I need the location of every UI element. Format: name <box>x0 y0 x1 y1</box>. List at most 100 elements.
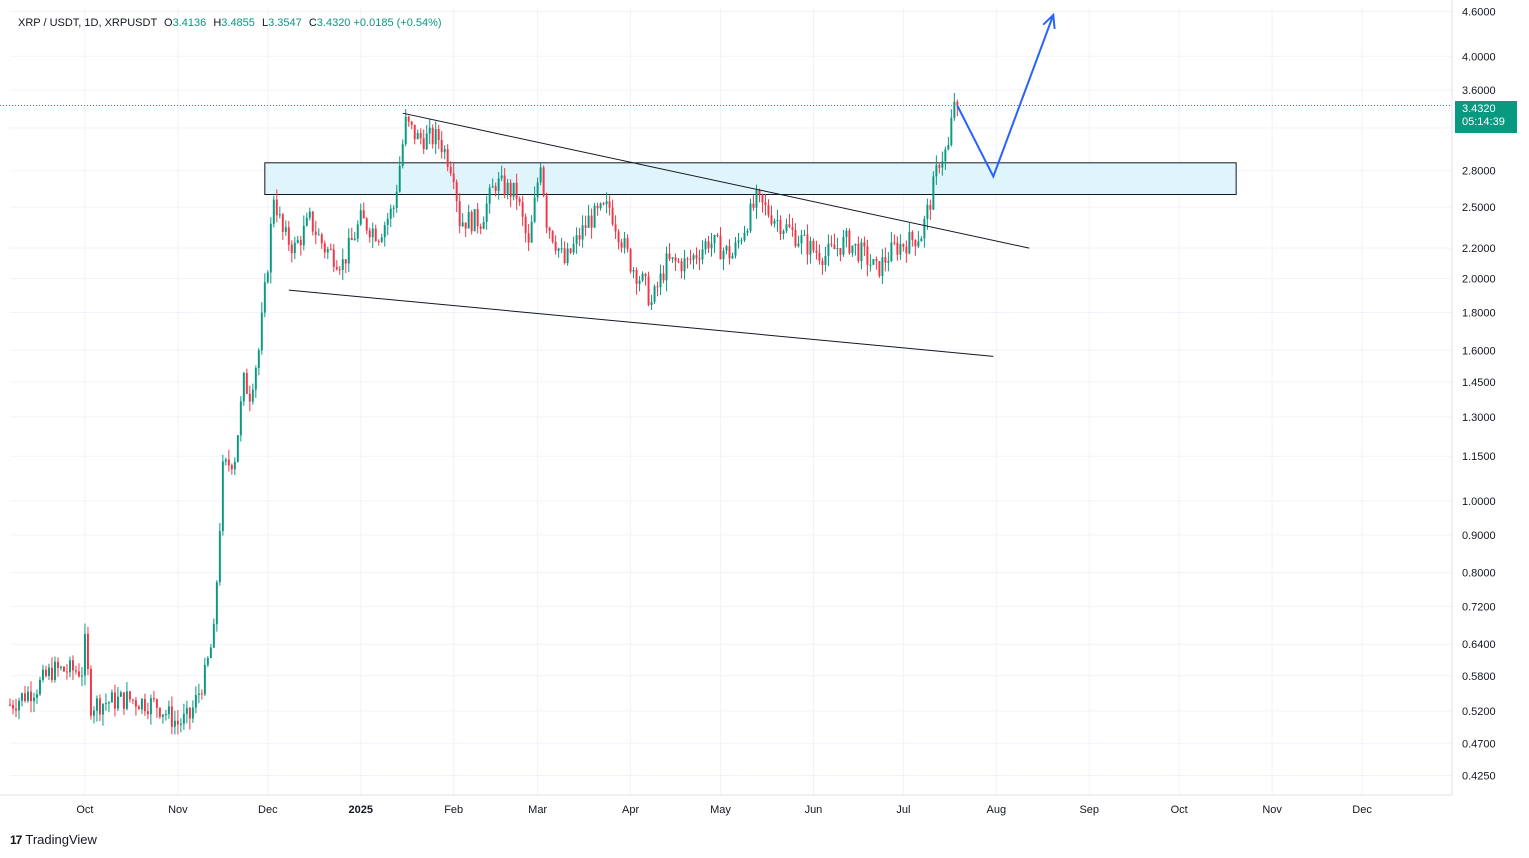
y-tick-label: 1.4500 <box>1462 377 1496 389</box>
candle-body <box>368 230 371 238</box>
candle-body <box>614 224 617 232</box>
candle-body <box>21 693 23 701</box>
candle-body <box>788 224 791 228</box>
candle-body <box>809 240 812 255</box>
candle-body <box>42 669 44 680</box>
candle-body <box>239 401 242 436</box>
candle-body <box>308 211 311 218</box>
candle-body <box>860 242 863 261</box>
candle-body <box>18 700 20 711</box>
y-tick-label: 0.7200 <box>1462 601 1496 613</box>
projection-arrow[interactable] <box>956 14 1055 180</box>
y-tick-label: 0.4700 <box>1462 738 1496 750</box>
candle-body <box>431 127 434 145</box>
lower-trendline[interactable] <box>288 289 994 357</box>
candle-body <box>581 225 584 240</box>
candle-body <box>335 266 338 270</box>
tradingview-branding[interactable]: 17 TradingView <box>10 832 97 847</box>
candle-body <box>122 692 125 709</box>
candle-body <box>824 255 827 266</box>
candle-body <box>50 667 53 680</box>
candle-body <box>251 389 254 402</box>
candle-body <box>185 707 188 714</box>
upper-trendline[interactable] <box>402 112 1030 249</box>
candle-body <box>785 224 788 231</box>
candle-body <box>293 242 296 254</box>
candle-body <box>875 259 878 262</box>
candle-body <box>911 231 914 240</box>
candle-body <box>470 212 473 232</box>
candle-body <box>551 230 554 242</box>
candle-body <box>485 203 488 222</box>
x-tick-label: Jun <box>805 804 823 816</box>
resistance-zone[interactable] <box>264 162 1237 196</box>
y-tick-label: 1.0000 <box>1462 496 1496 508</box>
candle-body <box>344 259 347 264</box>
symbol-title[interactable]: XRP / USDT, 1D, XRPUSDT <box>18 17 157 29</box>
candle-body <box>905 246 908 254</box>
candle-body <box>506 182 509 195</box>
candle-body <box>359 210 362 225</box>
candle-body <box>443 149 446 153</box>
candle-body <box>533 197 536 222</box>
time-axis[interactable]: Oct Nov Dec 2025 Feb Mar Apr May Jun Jul Aug Sep Oct… <box>76 804 1372 816</box>
candle-body <box>353 238 356 241</box>
candle-body <box>233 461 236 470</box>
x-tick-label: 2025 <box>349 804 373 816</box>
candle-body <box>572 243 575 253</box>
candle-body <box>182 713 185 724</box>
y-tick-label: 1.1500 <box>1462 451 1496 463</box>
candle-body <box>599 203 602 209</box>
candle-body <box>437 129 440 141</box>
candle-body <box>68 660 71 673</box>
candle-body <box>287 227 290 245</box>
candle-body <box>746 230 749 233</box>
x-tick-label: Nov <box>168 804 188 816</box>
candle-body <box>560 248 563 250</box>
candle-body <box>548 227 551 231</box>
high-value: 3.4855 <box>221 17 255 29</box>
candle-body <box>908 231 911 254</box>
candle-body <box>866 246 869 265</box>
candle-body <box>449 166 452 174</box>
y-tick-label: 4.6000 <box>1462 6 1496 18</box>
candle-body <box>434 129 437 145</box>
candle-body <box>734 242 737 256</box>
candle-body <box>719 235 722 260</box>
candle-body <box>575 235 578 244</box>
candles <box>9 92 959 735</box>
candle-body <box>92 710 95 716</box>
candle-body <box>230 465 233 470</box>
candle-body <box>47 667 50 676</box>
candle-body <box>650 301 653 306</box>
candle-body <box>194 694 197 708</box>
candle-body <box>188 707 191 719</box>
candle-body <box>380 237 383 242</box>
candle-body <box>722 250 725 260</box>
candle-body <box>9 704 11 706</box>
candle-body <box>689 258 692 260</box>
candle-body <box>62 666 65 672</box>
candle-body <box>839 248 842 255</box>
candle-body <box>716 234 719 236</box>
candle-body <box>557 248 560 251</box>
candle-body <box>608 201 611 208</box>
candle-body <box>845 230 848 237</box>
price-axis[interactable]: 4.60004.00003.60003.20002.80002.50002.20… <box>1462 6 1496 782</box>
candle-body <box>881 257 884 276</box>
y-tick-label: 2.2000 <box>1462 243 1496 255</box>
candle-body <box>590 215 593 228</box>
candle-body <box>503 175 506 195</box>
candle-body <box>494 186 497 191</box>
candle-body <box>386 218 389 226</box>
candle-body <box>692 255 695 260</box>
candle-body <box>317 234 320 236</box>
candle-body <box>347 237 350 264</box>
candle-body <box>542 167 545 196</box>
candle-body <box>773 220 776 224</box>
candle-body <box>500 175 503 179</box>
candle-body <box>446 149 449 167</box>
candle-body <box>425 133 428 150</box>
y-tick-label: 4.0000 <box>1462 51 1496 63</box>
